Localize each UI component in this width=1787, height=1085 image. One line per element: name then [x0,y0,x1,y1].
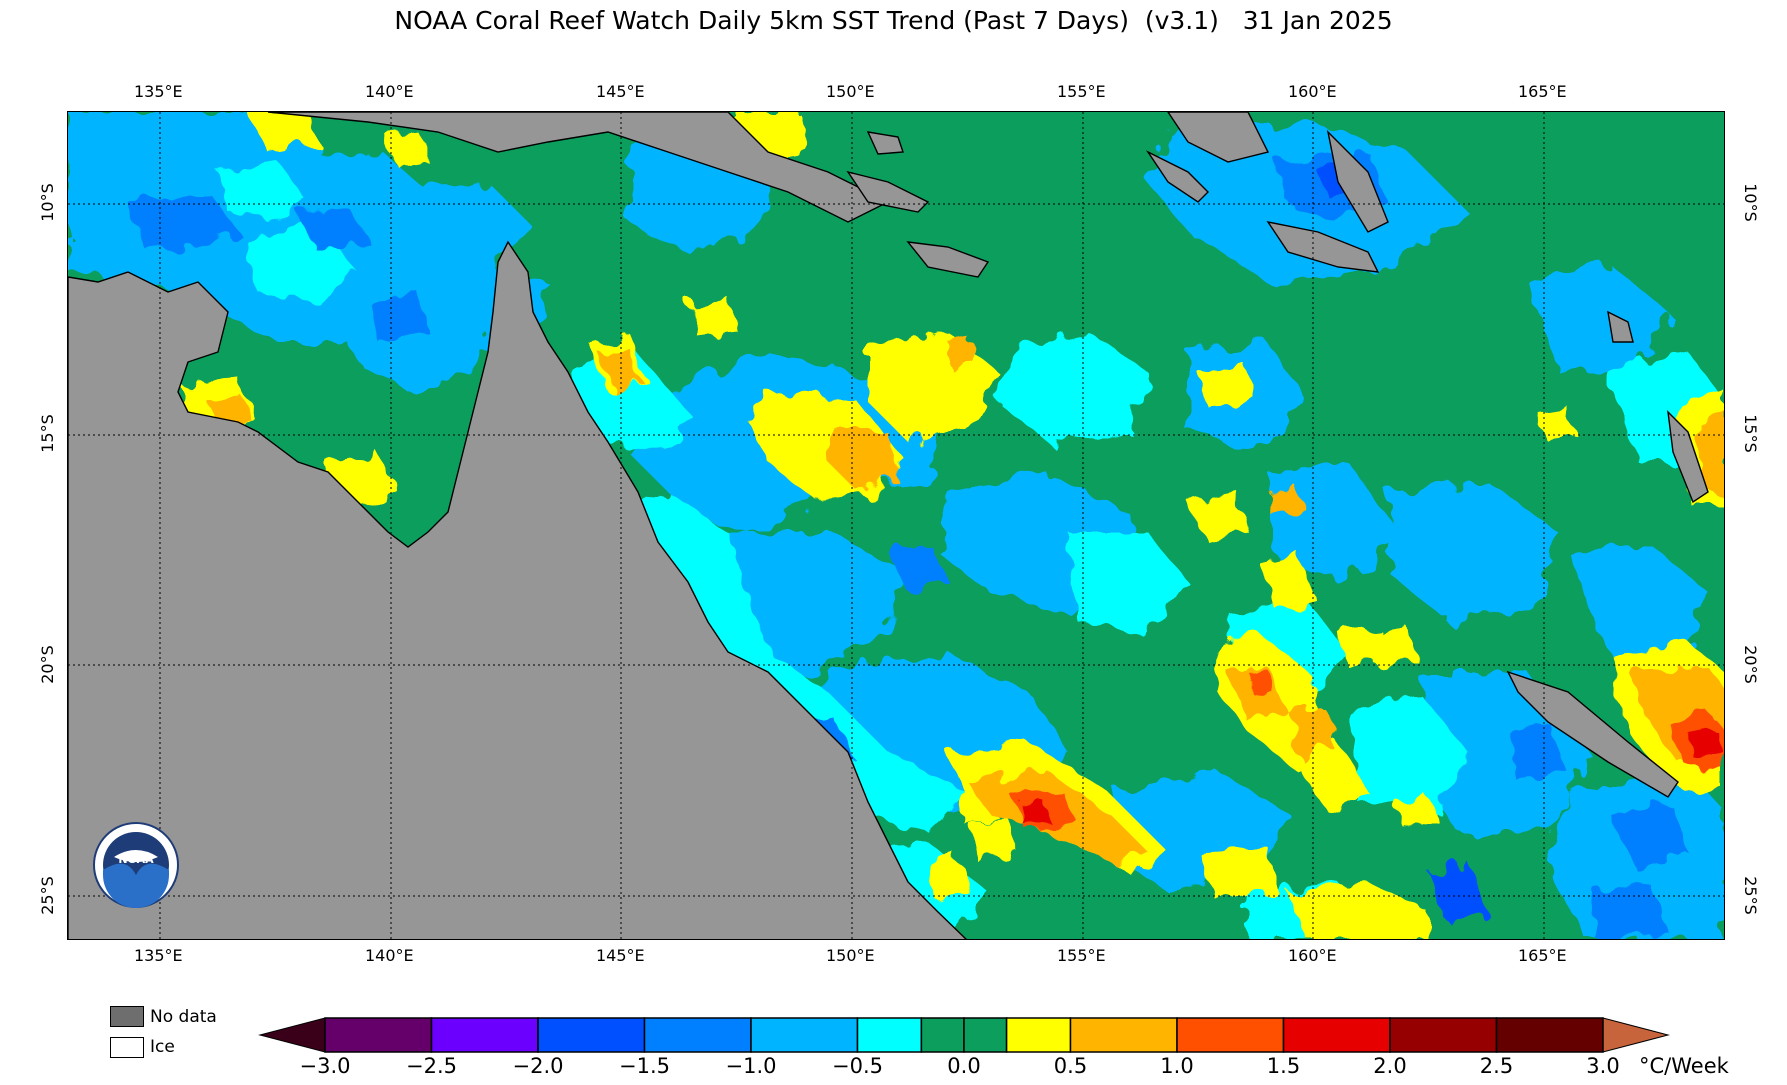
solomon-islands-south [1145,150,1209,203]
colorbar-bin-7 [963,1017,1008,1053]
sst-trend-map[interactable]: NOAA [67,111,1725,940]
land-masses [68,112,1709,939]
colorbar-bin-8 [1005,1017,1072,1053]
lon-label-bottom-135: 135°E [134,946,183,965]
noaa-logo-text: NOAA [118,853,154,866]
colorbar-bin-11 [1282,1017,1391,1053]
ice-swatch [110,1037,144,1058]
lat-label-left-25: 25°S [37,876,57,915]
lon-label-top-160: 160°E [1288,82,1337,101]
lat-label-right-25: 25°S [1740,876,1760,915]
lon-label-bottom-140: 140°E [365,946,414,965]
colorbar-tick-label: 2.0 [1373,1054,1407,1078]
colorbar-under-arrow [258,1017,326,1053]
lat-label-right-15: 15°S [1740,414,1760,453]
colorbar-units: °C/Week [1639,1054,1729,1078]
lat-label-right-20: 20°S [1740,645,1760,684]
colorbar-bin-0 [324,1017,433,1053]
graticule [68,112,1724,939]
colorbar-bin-6 [920,1017,965,1053]
solomon-islands-central [1266,220,1380,273]
colorbar-bin-5 [856,1017,923,1053]
lat-label-left-10: 10°S [37,183,57,222]
map-canvas: NOAA [68,112,1724,939]
colorbar-tick-label: −2.5 [406,1054,457,1078]
colorbar-tick-label: 1.5 [1266,1054,1301,1078]
lon-label-top-150: 150°E [826,82,875,101]
no-data-label: No data [150,1007,217,1027]
australia-mainland [68,240,967,939]
colorbar-tick-label: 2.5 [1479,1054,1514,1078]
new-britain-east [846,170,930,213]
lon-label-top-135: 135°E [134,82,183,101]
colorbar-bin-10 [1176,1017,1285,1053]
colorbar-tick-label: −3.0 [299,1054,351,1078]
map-title: NOAA Coral Reef Watch Daily 5km SST Tren… [394,6,1393,35]
colorbar-tick-label: 1.0 [1160,1054,1194,1078]
no-data-swatch [110,1006,144,1027]
lat-label-left-15: 15°S [37,414,57,453]
lon-label-top-140: 140°E [365,82,414,101]
lon-label-bottom-155: 155°E [1057,946,1106,965]
lat-label-right-10: 10°S [1740,183,1760,222]
lon-label-bottom-165: 165°E [1518,946,1567,965]
noaa-logo: NOAA [93,822,179,908]
colorbar-tick-label: 0.5 [1053,1054,1088,1078]
colorbar-tick-label: 3.0 [1586,1054,1620,1078]
colorbar-tick-label: −1.5 [619,1054,670,1078]
lon-label-top-165: 165°E [1518,82,1567,101]
lon-label-top-145: 145°E [596,82,645,101]
ice-label: Ice [150,1037,175,1057]
lon-label-bottom-160: 160°E [1288,946,1337,965]
lon-label-top-155: 155°E [1057,82,1106,101]
lat-label-left-20: 20°S [37,645,57,684]
colorbar-bin-9 [1069,1017,1178,1053]
colorbar-over-arrow [1602,1017,1670,1053]
louisiade-archipelago [906,241,990,278]
new-guinea [267,112,890,223]
colorbar-tick-label: −2.0 [512,1054,564,1078]
lon-label-bottom-145: 145°E [596,946,645,965]
colorbar-bin-1 [430,1017,539,1053]
tasmania-cape-york-islet [866,131,904,155]
colorbar-bin-2 [537,1017,646,1053]
bougainville [1167,112,1270,163]
vanuatu-north [1607,310,1634,343]
colorbar-bin-12 [1389,1017,1498,1053]
colorbar-tick-label: 0.0 [947,1054,981,1078]
colorbar-tick-label: −0.5 [832,1054,883,1078]
colorbar-bin-4 [750,1017,859,1053]
lon-label-bottom-150: 150°E [826,946,875,965]
solomon-islands-north [1326,129,1389,233]
colorbar-bin-13 [1495,1017,1604,1053]
new-caledonia [1506,670,1679,798]
colorbar [258,1017,1670,1053]
colorbar-tick-label: −1.0 [725,1054,777,1078]
colorbar-bin-3 [643,1017,752,1053]
